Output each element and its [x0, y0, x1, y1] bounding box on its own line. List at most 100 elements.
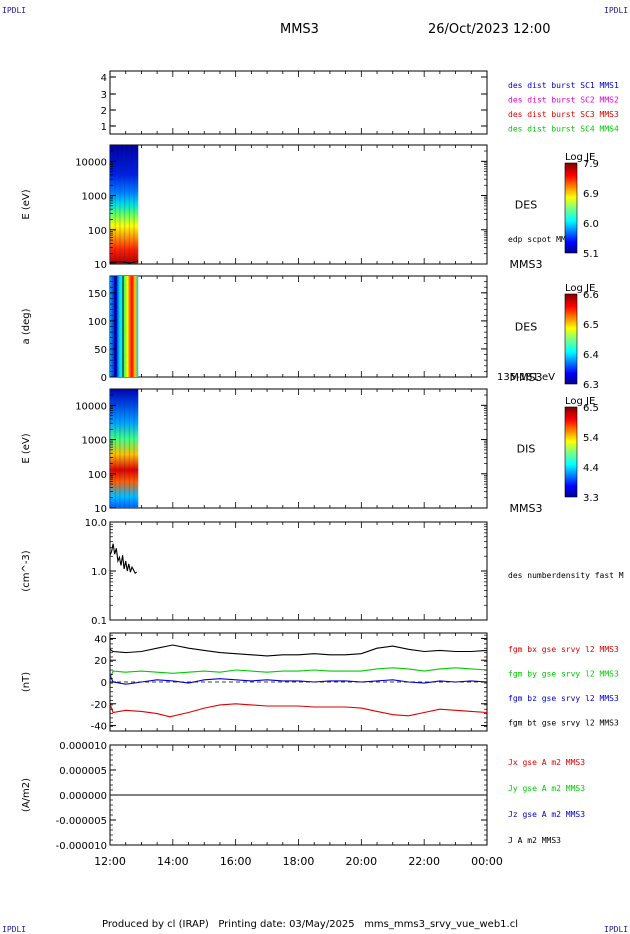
corner-label-top-left: IPDLI: [2, 6, 27, 15]
des-energy-colorbar-tick: 7.9: [583, 159, 599, 170]
status-ytick-label: 2: [101, 106, 107, 117]
fgm-legend-entry: fgm bz gse srvy l2 MMS3: [508, 694, 619, 703]
xaxis-tick-label: 00:00: [471, 855, 503, 868]
dis-energy-spectrogram-column: [110, 389, 111, 508]
density-ytick-label: 10.0: [85, 518, 107, 529]
des-energy-spectrogram-column: [128, 145, 130, 264]
dis-energy-colorbar-tick: 5.4: [583, 433, 599, 444]
des-pitch-ytick-label: 0: [101, 373, 107, 384]
current-ytick-label: -0.000005: [56, 816, 107, 827]
des-energy-spectrogram: [110, 145, 139, 264]
corner-label-bottom-right: IPDLI: [604, 925, 629, 934]
fgm-ylabel: (nT): [21, 672, 32, 692]
xaxis-tick-label: 20:00: [345, 855, 377, 868]
dis-energy-spectrogram-column: [133, 389, 135, 508]
fgm-series-line: [109, 644, 488, 657]
des-energy-ytick-label: 100: [88, 226, 107, 237]
density-series-line: [109, 543, 138, 575]
des-pitch-ytick-label: 150: [88, 289, 107, 300]
current-ytick-label: 0.000010: [59, 741, 107, 752]
density-frame: [109, 521, 488, 621]
des-pitch-spectrogram-stripe: [114, 276, 117, 377]
des-energy-spectrogram-column: [119, 145, 121, 264]
footer-credit: Produced by cl (IRAP) Printing date: 03/…: [102, 919, 519, 930]
fgm-ytick-label: 20: [94, 656, 107, 667]
dis-energy-frame: [109, 388, 488, 509]
des-pitch-ylabel: a (deg): [21, 308, 32, 344]
des-energy-spectrogram-column: [110, 145, 111, 264]
status-legend-entry: des dist burst SC2 MMS2: [508, 96, 619, 105]
corner-label-bottom-left: IPDLI: [2, 925, 27, 934]
des-pitch-colorbar-tick: 6.6: [583, 290, 599, 301]
current-ylabel: (A/m2): [21, 778, 32, 812]
des-pitch-spectrogram-stripe: [122, 276, 124, 377]
des-energy-spectrogram-column: [133, 145, 135, 264]
dis-energy-spectrogram-column: [128, 389, 130, 508]
des-pitch-spacecraft-label: MMS3: [510, 371, 543, 384]
page-title: MMS3: [280, 22, 319, 37]
density-ylabel: (cm^-3): [21, 550, 32, 591]
des-energy-colorbar-tick: 5.1: [583, 249, 599, 260]
dis-energy-spacecraft-label: MMS3: [510, 502, 543, 515]
des-energy-overlay-label: edp scpot MMS3: [508, 235, 576, 244]
des-pitch-colorbar-title: Log JE: [565, 283, 595, 294]
des-energy-colorbar-tick: 6.0: [583, 219, 599, 230]
current-ytick-label: 0.000000: [59, 791, 107, 802]
dis-energy-ytick-label: 1000: [82, 436, 107, 447]
dis-energy-spectrogram: [110, 389, 139, 508]
dis-energy-ylabel: E (eV): [21, 433, 32, 463]
des-pitch-instrument-label: DES: [515, 321, 537, 334]
current-legend-entry: Jx gse A m2 MMS3: [508, 758, 585, 767]
fgm-ytick-label: -40: [91, 722, 107, 733]
des-energy-frame: [109, 144, 488, 265]
xaxis-tick-label: 16:00: [220, 855, 252, 868]
xaxis-tick-label: 14:00: [157, 855, 189, 868]
density-legend-entry: des numberdensity fast M: [508, 571, 624, 580]
des-energy-spectrogram-column: [114, 145, 116, 264]
status-ytick-label: 1: [101, 122, 107, 133]
fgm-ytick-label: 40: [94, 634, 107, 645]
des-energy-colorbar: [564, 162, 578, 254]
current-legend-entry: J A m2 MMS3: [508, 836, 561, 845]
dis-energy-ytick-label: 10000: [75, 401, 107, 412]
des-energy-scpot-line: [109, 260, 139, 264]
plot-datetime: 26/Oct/2023 12:00: [428, 22, 551, 37]
current-legend-entry: Jy gse A m2 MMS3: [508, 784, 585, 793]
dis-energy-ytick-label: 10: [94, 504, 107, 515]
status-legend-entry: des dist burst SC1 MMS1: [508, 81, 619, 90]
xaxis-tick-label: 22:00: [408, 855, 440, 868]
des-pitch-colorbar-tick: 6.3: [583, 380, 599, 391]
des-energy-spacecraft-label: MMS3: [510, 258, 543, 271]
status-frame: [109, 70, 488, 135]
des-energy-colorbar-tick: 6.9: [583, 189, 599, 200]
des-pitch-colorbar-tick: 6.4: [583, 350, 599, 361]
des-energy-instrument-label: DES: [515, 199, 537, 212]
density-ytick-label: 0.1: [91, 616, 107, 627]
density-ytick-label: 1.0: [91, 567, 107, 578]
dis-energy-spectrogram-column: [119, 389, 121, 508]
corner-label-top-right: IPDLI: [604, 6, 629, 15]
des-energy-colorbar-title: Log JE: [565, 152, 595, 163]
fgm-series-line: [109, 675, 488, 685]
fgm-series-line: [109, 703, 488, 718]
xaxis-tick-label: 12:00: [94, 855, 126, 868]
current-legend-entry: Jz gse A m2 MMS3: [508, 810, 585, 819]
des-energy-ytick-label: 1000: [82, 192, 107, 203]
fgm-legend-entry: fgm bx gse srvy l2 MMS3: [508, 645, 619, 654]
des-pitch-colorbar-tick: 6.5: [583, 320, 599, 331]
dis-energy-colorbar-tick: 3.3: [583, 493, 599, 504]
fgm-ytick-label: 0: [101, 678, 107, 689]
current-ytick-label: -0.000010: [56, 841, 107, 852]
fgm-legend-entry: fgm bt gse srvy l2 MMS3: [508, 719, 619, 728]
dis-energy-spectrogram-column: [124, 389, 126, 508]
des-pitch-frame: [109, 275, 488, 378]
dis-energy-spectrogram-column: [114, 389, 116, 508]
fgm-ytick-label: -20: [91, 700, 107, 711]
des-pitch-energy-range-label: 135-181 eV: [497, 372, 555, 383]
fgm-legend-entry: fgm by gse srvy l2 MMS3: [508, 670, 619, 679]
status-legend-entry: des dist burst SC4 MMS4: [508, 125, 619, 134]
xaxis-tick-label: 18:00: [283, 855, 315, 868]
dis-energy-instrument-label: DIS: [517, 443, 536, 456]
status-legend-entry: des dist burst SC3 MMS3: [508, 110, 619, 119]
